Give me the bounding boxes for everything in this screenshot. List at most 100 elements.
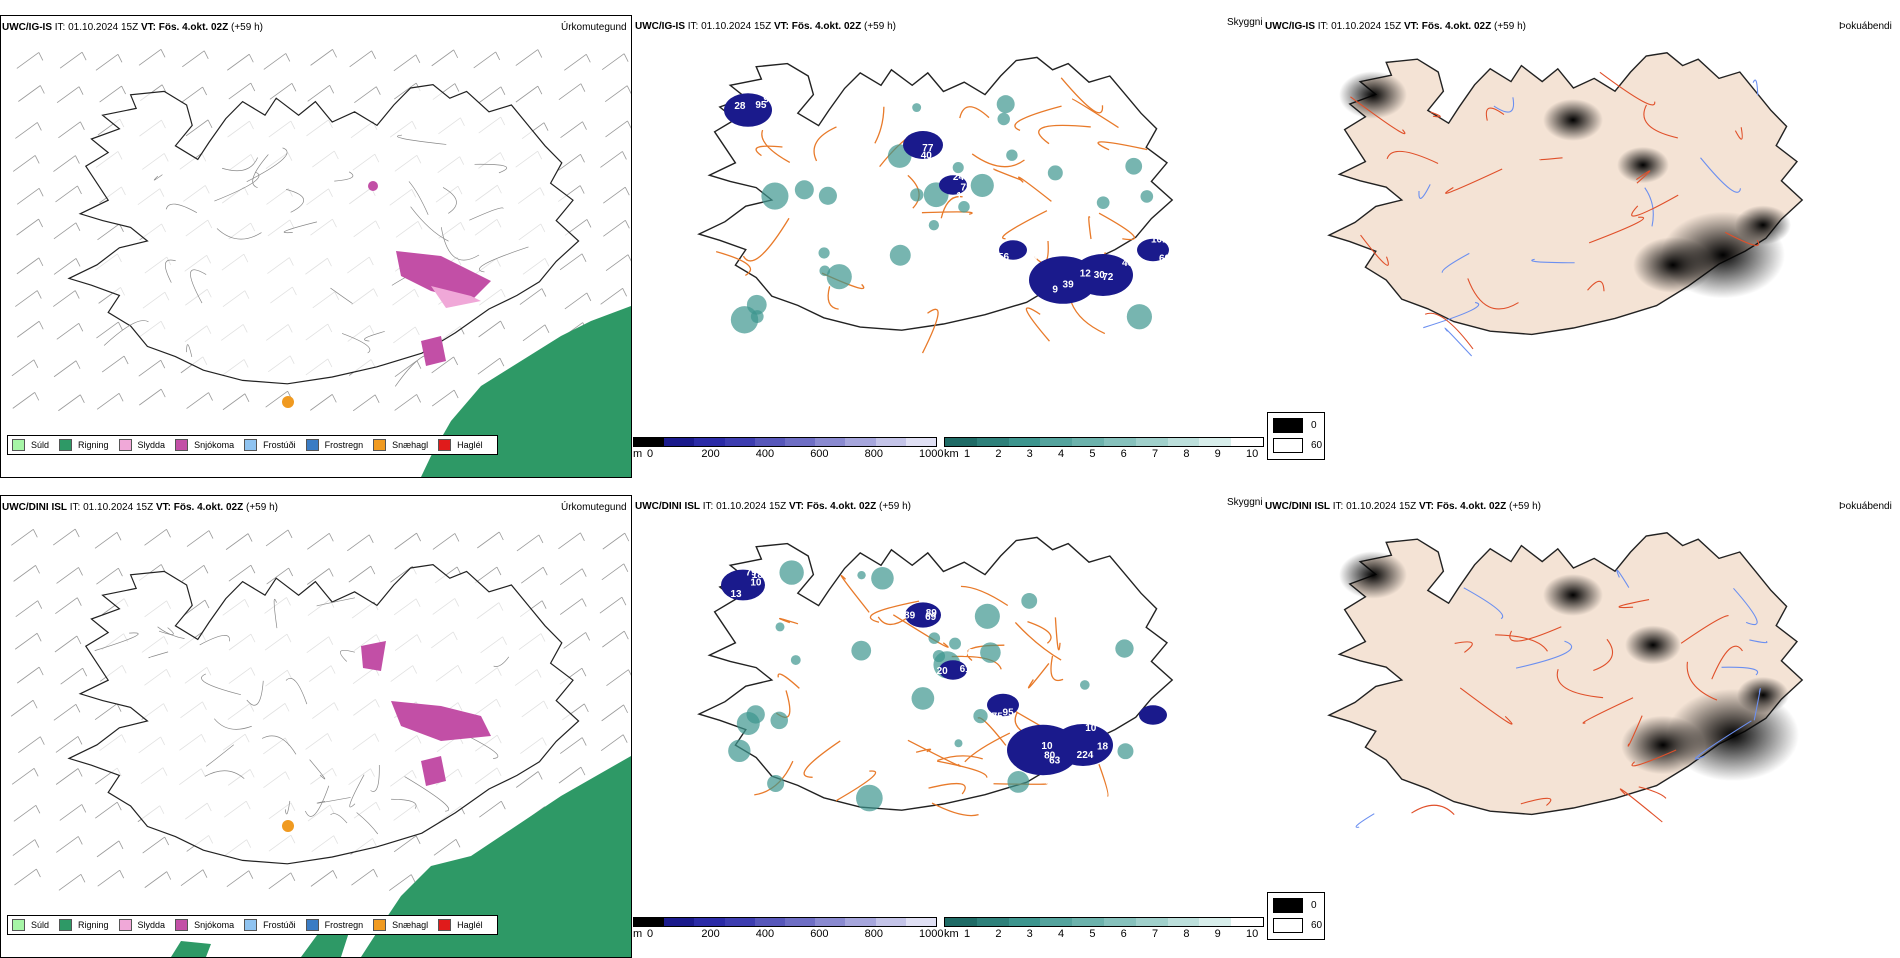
fog-title: Þokuábendi	[1839, 21, 1892, 32]
scale-color	[905, 438, 937, 446]
scale-tick: 8	[1183, 448, 1190, 460]
vis-value-label: 95	[1003, 707, 1015, 718]
height-scale-bottom: m 0 200 400 600 800 1000	[633, 917, 943, 943]
legend-swatch	[305, 439, 319, 451]
legend-label: Rigning	[78, 440, 109, 450]
vis-value-label: 18	[1097, 742, 1109, 753]
vis-value-label: 56	[1163, 699, 1175, 710]
model-name: UWC/IG-IS	[1265, 21, 1315, 32]
vis-value-label: 80	[1044, 751, 1056, 762]
panel-header-bottom-3: UWC/DINI ISL IT: 01.10.2024 15Z VT: Fös.…	[1265, 501, 1541, 512]
precip-legend-top: Súld Rigning Slydda Snjókoma Frostúði Frostre…	[7, 435, 498, 455]
scale-color	[694, 918, 725, 926]
valid-time: VT: Fös. 4.okt. 02Z	[1403, 21, 1492, 32]
vis-title: Skyggni	[1227, 497, 1263, 508]
scale-color	[785, 438, 816, 446]
height-scale-bar	[633, 917, 937, 927]
fog-map-bottom	[1327, 532, 1804, 828]
vis-value-label: 84	[1169, 695, 1181, 706]
valid-time: VT: Fös. 4.okt. 02Z	[155, 502, 244, 513]
model-name: UWC/DINI ISL	[1265, 501, 1330, 512]
legend-label: Slydda	[137, 920, 166, 930]
scale-tick: 600	[810, 448, 829, 460]
legend-swatch	[59, 439, 73, 451]
vis-value-label: 89	[904, 610, 916, 621]
vis-value-label: 92	[962, 648, 974, 659]
fog-legend-top: 0 60	[1267, 412, 1325, 460]
scale-color	[664, 438, 695, 446]
scale-color	[724, 438, 755, 446]
legend-swatch	[59, 919, 73, 931]
scale-color	[875, 438, 906, 446]
scale-color	[815, 438, 846, 446]
legend-item: Rigning	[59, 439, 109, 451]
scale-color	[1199, 438, 1232, 446]
scale-color	[1167, 438, 1200, 446]
legend-swatch	[438, 439, 452, 451]
vis-scale-bar	[944, 917, 1264, 927]
legend-item: Slydda	[118, 439, 165, 451]
scale-tick: 400	[755, 928, 775, 940]
model-name: UWC/IG-IS	[635, 21, 685, 32]
legend-item: Frostúði	[244, 439, 296, 451]
legend-swatch	[118, 439, 132, 451]
scale-tick: 3	[1026, 448, 1033, 460]
scale-unit: km	[944, 928, 959, 940]
scale-tick: 7	[1152, 928, 1159, 940]
fog-legend-swatch	[1273, 438, 1303, 453]
lead-time: (+59 h)	[1494, 21, 1526, 32]
scale-tick: 2	[995, 448, 1002, 460]
scale-tick: 9	[1214, 448, 1221, 460]
legend-label: Haglél	[457, 440, 483, 450]
scale-color	[1231, 438, 1263, 446]
vis-value-label: 101	[1151, 235, 1168, 246]
scale-color	[845, 918, 876, 926]
precip-title: Úrkomutegund	[561, 22, 627, 33]
scale-color	[976, 438, 1009, 446]
precip-panel-bottom: Súld Rigning Slydda Snjókoma Frostúði Frostre…	[0, 495, 632, 958]
fog-panel-bottom: UWC/DINI ISL IT: 01.10.2024 15Z VT: Fös.…	[1263, 495, 1900, 958]
vis-value-label: 10	[1041, 741, 1053, 752]
fog-title: Þokuábendi	[1839, 501, 1892, 512]
legend-item: Snæhagl	[373, 439, 428, 451]
fog-legend-swatch	[1273, 418, 1303, 433]
vis-value-label: 30	[1094, 270, 1106, 281]
scale-color	[1135, 918, 1168, 926]
lead-time: (+59 h)	[879, 501, 911, 512]
vis-value-label: 77	[922, 143, 934, 154]
scale-color	[1231, 918, 1263, 926]
precip-panel-top: Súld Rigning Slydda Snjókoma Frostúði Frostre…	[0, 15, 632, 478]
fog-legend-item: 60	[1273, 438, 1322, 453]
vis-value-label: 69	[1159, 254, 1171, 265]
vis-scale-top: km 1 2 3 4 5 6 7 8 9 10	[944, 437, 1264, 463]
lead-time: (+59 h)	[231, 22, 263, 33]
vis-value-label: 13	[730, 589, 742, 600]
scale-color	[634, 918, 665, 926]
panel-header-top-1: UWC/IG-IS IT: 01.10.2024 15Z VT: Fös. 4.…	[2, 22, 263, 33]
scale-tick: 4	[1058, 448, 1065, 460]
vis-value-label: 18	[752, 570, 764, 581]
legend-swatch	[305, 919, 319, 931]
legend-swatch	[373, 919, 387, 931]
legend-item: Rigning	[59, 919, 109, 931]
scale-tick: 4	[1058, 928, 1065, 940]
legend-swatch	[12, 439, 25, 451]
valid-time: VT: Fös. 4.okt. 02Z	[773, 21, 862, 32]
scale-unit: km	[944, 448, 959, 460]
scale-color	[724, 918, 755, 926]
scale-tick: 10	[1246, 928, 1259, 940]
scale-tick: 400	[755, 448, 775, 460]
fog-legend-label: 60	[1311, 920, 1323, 931]
vis-value-label: 97	[763, 95, 775, 106]
precip-legend-bottom: Súld Rigning Slydda Snjókoma Frostúði Frostre…	[7, 915, 498, 935]
vis-scale-ticks: km 1 2 3 4 5 6 7 8 9 10	[944, 927, 1264, 941]
scale-tick: 3	[1026, 928, 1033, 940]
init-time: IT: 01.10.2024 15Z	[1317, 21, 1402, 32]
scale-color	[754, 918, 786, 926]
vis-value-label: 40	[921, 151, 933, 162]
lead-time: (+59 h)	[864, 21, 896, 32]
legend-item: Haglél	[438, 439, 483, 451]
legend-item: Súld	[12, 919, 49, 931]
vis-value-label: 79	[746, 567, 758, 578]
